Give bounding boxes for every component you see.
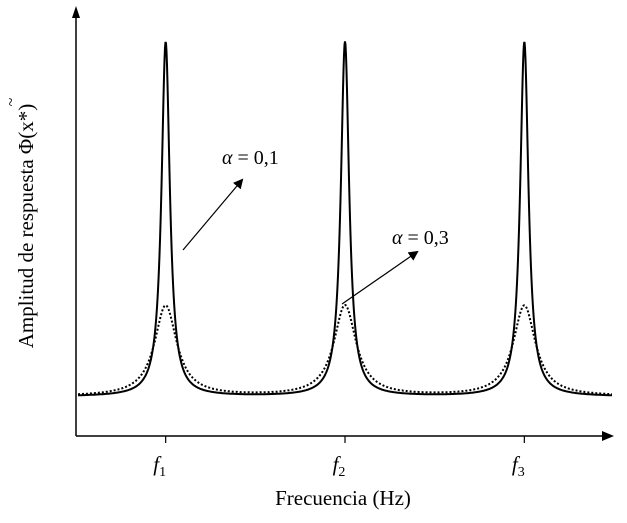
series-layer [78, 41, 612, 397]
y-axis-title-symbol: Φ [14, 139, 38, 154]
tilde-mark: ~ [3, 97, 20, 106]
x-ticks: f1 f2 f3 [153, 436, 525, 480]
series-line-2 [78, 303, 612, 396]
x-axis-arrow [602, 431, 614, 441]
svg-text:Amplitud de respuesta Φ(x*): Amplitud de respuesta Φ(x*) [14, 104, 38, 349]
y-axis-title: Amplitud de respuesta Φ(x*) ~ [3, 97, 38, 348]
x-axis-title: Frecuencia (Hz) [275, 486, 411, 510]
annotations: α = 0,1 α = 0,3 [182, 147, 449, 305]
axes [72, 6, 614, 441]
annotation-arrow-alpha-0-1 [182, 178, 244, 251]
y-axis-arrow [72, 6, 80, 18]
annotation-label-alpha-0-3: α = 0,3 [392, 227, 449, 249]
y-axis-title-text: Amplitud de respuesta [14, 154, 38, 348]
annotation-label-alpha-0-1: α = 0,1 [222, 147, 279, 169]
x-tick-label-3: f3 [512, 452, 525, 480]
x-tick-label-2: f2 [333, 452, 346, 480]
x-tick-label-1: f1 [153, 452, 166, 480]
series-line-1 [78, 41, 612, 397]
y-axis-title-arg: (x*) [14, 104, 38, 139]
annotation-arrow-alpha-0-3 [341, 250, 419, 305]
